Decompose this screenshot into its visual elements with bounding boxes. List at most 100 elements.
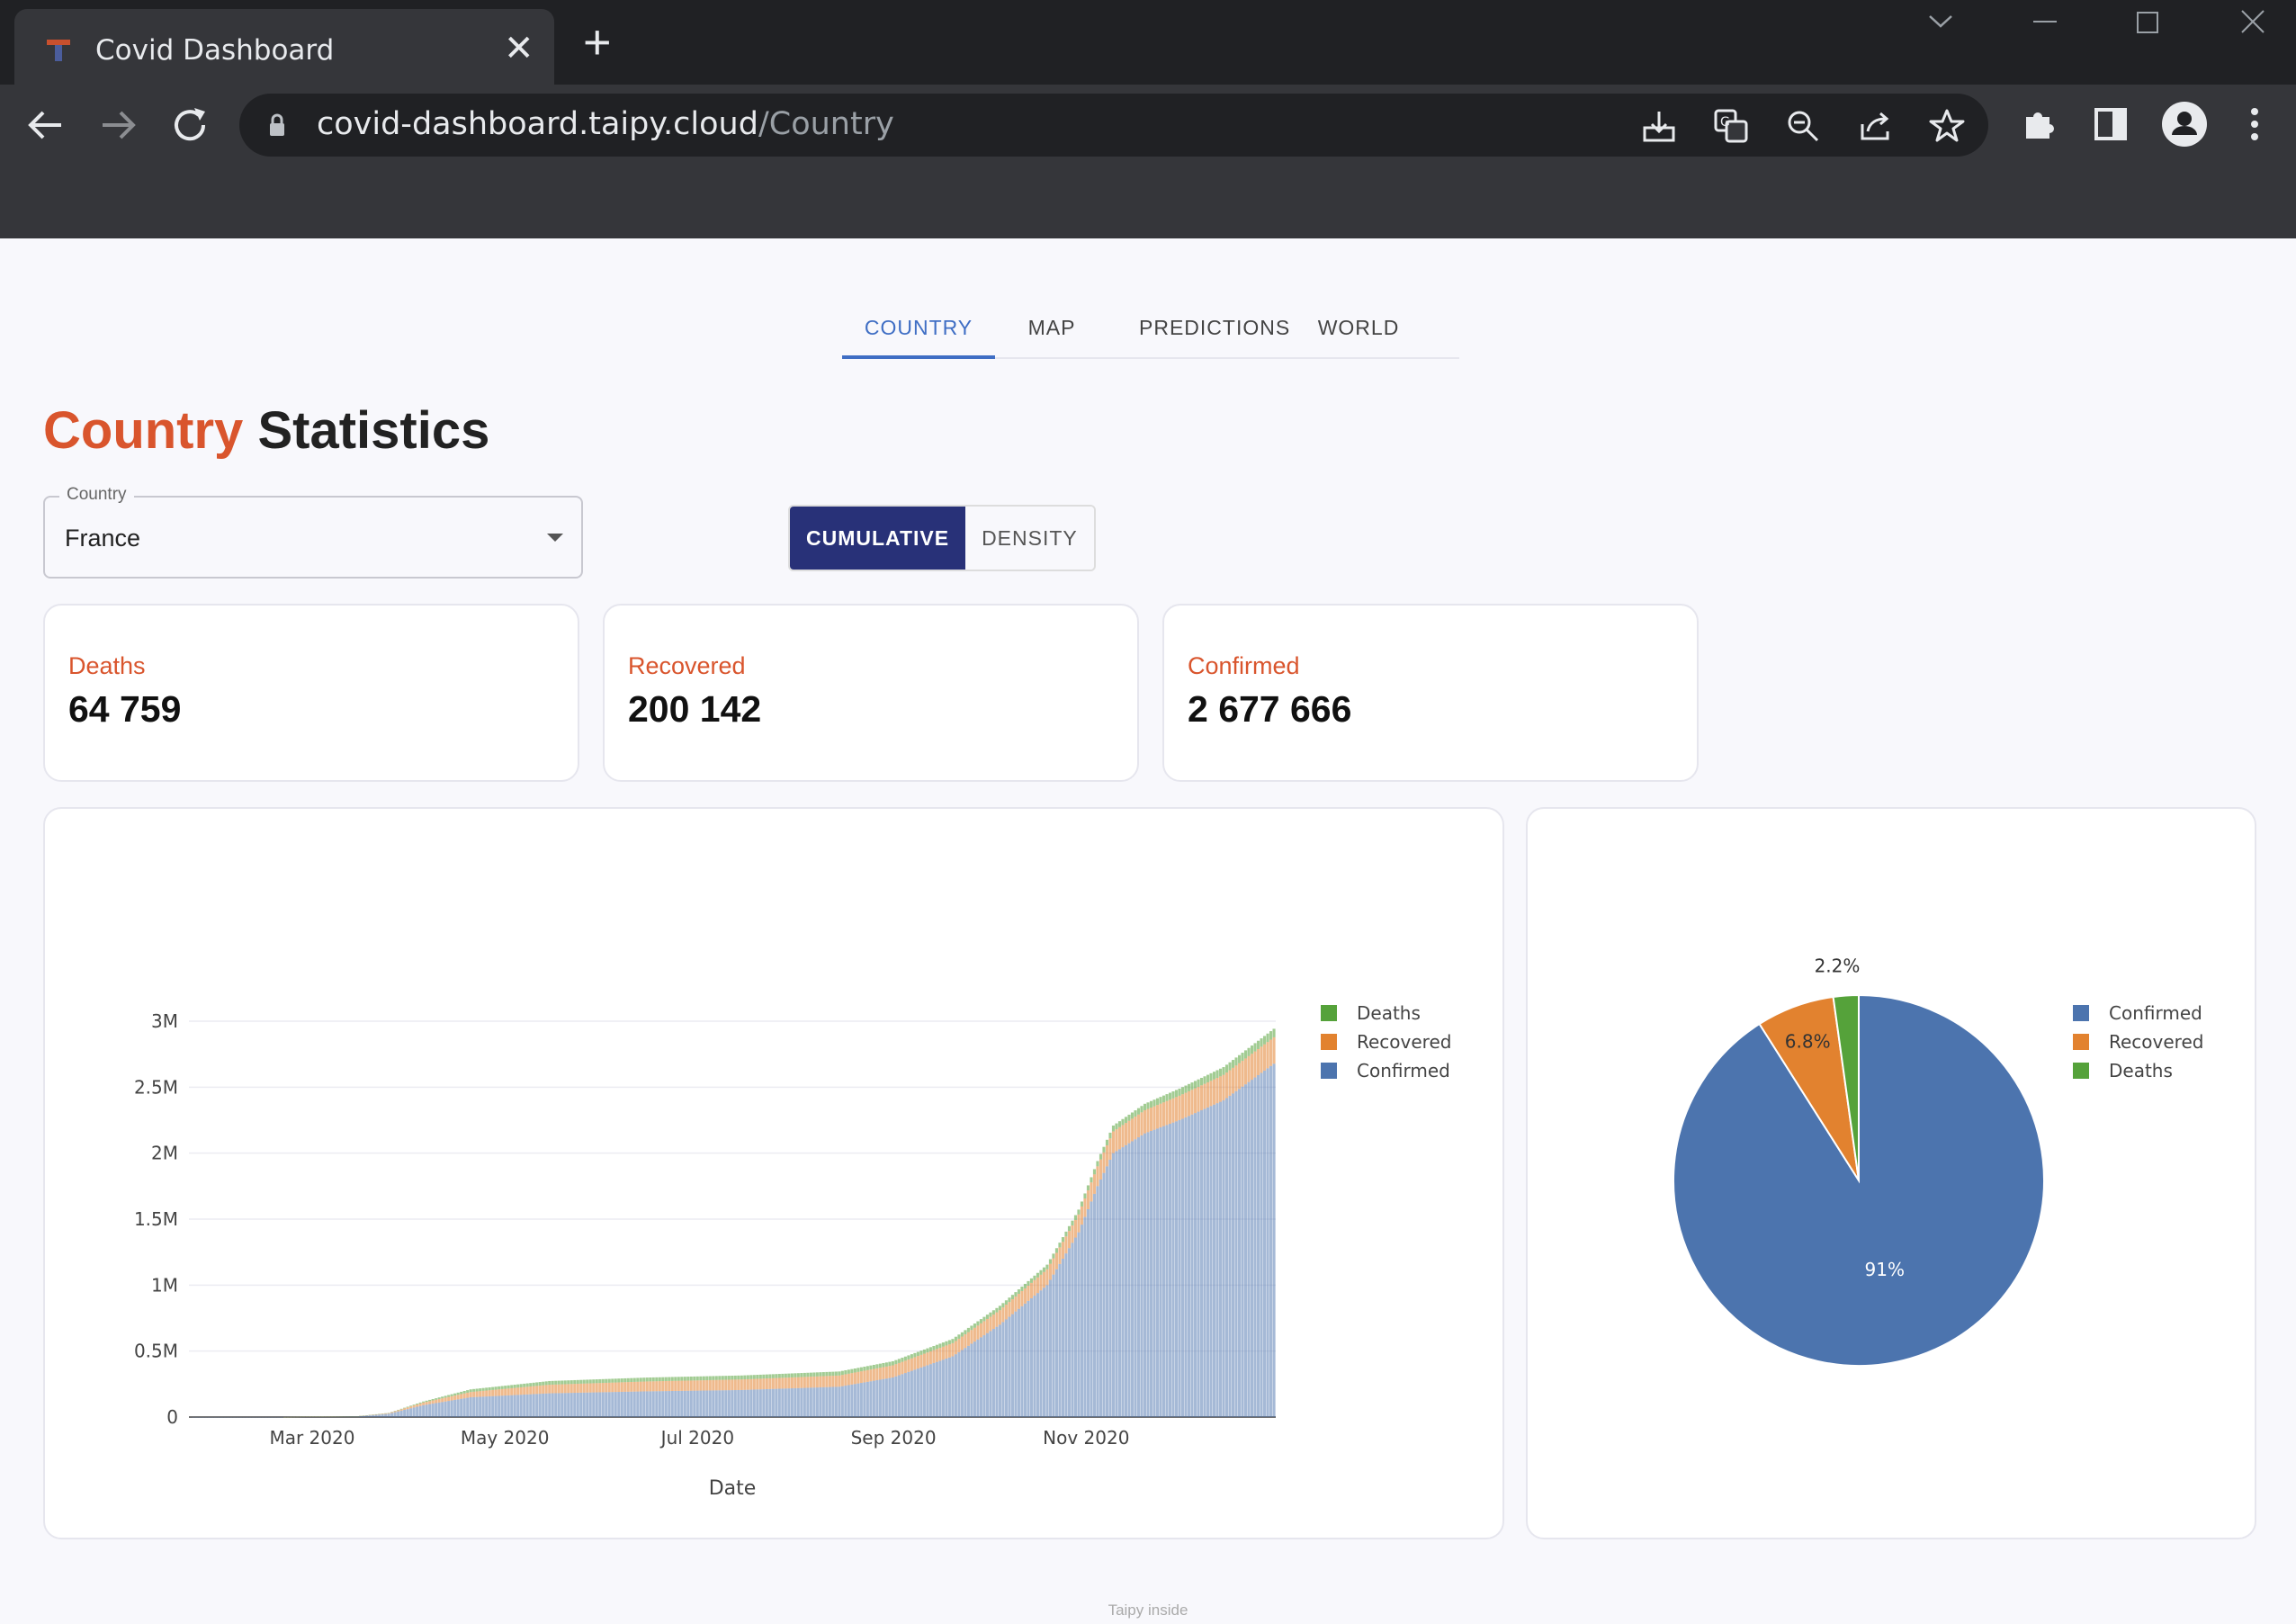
bar-recovered bbox=[844, 1374, 848, 1386]
bar-deaths bbox=[510, 1385, 514, 1388]
bar-confirmed bbox=[970, 1343, 973, 1417]
bar-deaths bbox=[403, 1407, 407, 1409]
tab-search-icon[interactable] bbox=[1927, 13, 1954, 31]
tab-country[interactable]: COUNTRY bbox=[842, 296, 995, 359]
bar-recovered bbox=[1042, 1271, 1045, 1288]
bar-recovered bbox=[601, 1383, 605, 1393]
toggle-cumulative[interactable]: CUMULATIVE bbox=[790, 507, 966, 570]
toggle-density[interactable]: DENSITY bbox=[965, 507, 1094, 570]
bar-confirmed bbox=[500, 1395, 504, 1417]
bar-confirmed bbox=[705, 1390, 709, 1417]
bar-confirmed bbox=[1058, 1263, 1062, 1417]
zoom-icon[interactable] bbox=[1785, 108, 1821, 144]
share-icon[interactable] bbox=[1857, 108, 1893, 144]
bar-recovered bbox=[1197, 1086, 1200, 1112]
maximize-icon[interactable] bbox=[2136, 11, 2159, 34]
bar-recovered bbox=[1146, 1108, 1150, 1133]
bar-recovered bbox=[784, 1377, 787, 1389]
bar-deaths bbox=[834, 1371, 838, 1376]
bookmark-star-icon[interactable] bbox=[1929, 108, 1965, 144]
bar-recovered bbox=[1134, 1117, 1137, 1140]
menu-kebab-icon[interactable] bbox=[2235, 104, 2274, 144]
bar-confirmed bbox=[768, 1388, 772, 1417]
back-icon[interactable] bbox=[23, 103, 68, 148]
bar-recovered bbox=[626, 1382, 630, 1392]
bar-confirmed bbox=[966, 1345, 970, 1417]
bar-recovered bbox=[542, 1385, 545, 1394]
bar-deaths bbox=[693, 1376, 696, 1381]
bar-recovered bbox=[393, 1411, 397, 1413]
stacked-bar-chart[interactable]: 0 0.5M 1M 1.5M 2M 2.5M 3M Mar 2020 May 2020 Jul 2… bbox=[45, 809, 1502, 1538]
bar-recovered bbox=[403, 1408, 407, 1410]
close-tab-icon[interactable]: ✕ bbox=[504, 29, 534, 68]
stat-value: 64 759 bbox=[68, 688, 182, 730]
bar-deaths bbox=[535, 1382, 539, 1386]
bar-confirmed bbox=[743, 1389, 747, 1417]
bar-confirmed bbox=[649, 1391, 652, 1417]
bar-recovered bbox=[1159, 1103, 1162, 1127]
translate-icon[interactable]: G bbox=[1713, 108, 1749, 144]
bar-confirmed bbox=[1127, 1143, 1131, 1417]
bar-recovered bbox=[875, 1368, 879, 1381]
bar-deaths bbox=[821, 1372, 825, 1377]
bar-confirmed bbox=[498, 1395, 501, 1417]
minimize-icon[interactable] bbox=[2031, 13, 2058, 31]
bar-confirmed bbox=[781, 1388, 785, 1417]
close-window-icon[interactable] bbox=[2240, 9, 2265, 34]
bar-recovered bbox=[1052, 1258, 1055, 1275]
bar-confirmed bbox=[365, 1415, 369, 1417]
bar-confirmed bbox=[1178, 1120, 1181, 1417]
bar-deaths bbox=[1206, 1074, 1210, 1082]
bar-confirmed bbox=[481, 1396, 485, 1417]
bar-confirmed bbox=[979, 1337, 982, 1417]
tab-world[interactable]: WORLD bbox=[1317, 316, 1400, 339]
bar-confirmed bbox=[353, 1416, 356, 1417]
country-select[interactable]: Country France bbox=[43, 485, 583, 579]
bar-deaths bbox=[538, 1382, 542, 1386]
bar-recovered bbox=[991, 1314, 995, 1330]
bar-deaths bbox=[699, 1376, 703, 1381]
bar-recovered bbox=[740, 1379, 743, 1390]
pie-chart[interactable]: 91% 6.8% 2.2% Confirmed Recovered Deaths bbox=[1528, 809, 2255, 1538]
bar-recovered bbox=[1155, 1105, 1160, 1129]
bar-recovered bbox=[708, 1379, 712, 1391]
bar-recovered bbox=[695, 1380, 699, 1391]
bar-confirmed bbox=[869, 1381, 873, 1417]
bar-recovered bbox=[658, 1381, 661, 1392]
side-panel-icon[interactable] bbox=[2091, 104, 2130, 144]
reload-icon[interactable] bbox=[167, 103, 212, 148]
bar-confirmed bbox=[809, 1387, 812, 1417]
bar-recovered bbox=[746, 1378, 749, 1390]
bar-confirmed bbox=[412, 1407, 416, 1417]
bar-recovered bbox=[1143, 1110, 1147, 1134]
bar-recovered bbox=[1121, 1125, 1125, 1148]
browser-tab[interactable]: Covid Dashboard ✕ bbox=[14, 9, 554, 85]
lock-icon[interactable] bbox=[268, 113, 286, 137]
bar-deaths bbox=[875, 1364, 879, 1368]
tab-map[interactable]: MAP bbox=[1027, 316, 1076, 339]
bar-confirmed bbox=[775, 1388, 778, 1417]
bar-recovered bbox=[674, 1380, 677, 1391]
legend-swatch-deaths bbox=[2073, 1063, 2089, 1079]
bar-confirmed bbox=[1092, 1193, 1097, 1417]
bar-deaths bbox=[1039, 1270, 1043, 1275]
tab-predictions[interactable]: PREDICTIONS bbox=[1139, 316, 1291, 339]
bar-confirmed bbox=[462, 1398, 466, 1417]
bar-deaths bbox=[630, 1377, 633, 1382]
url-text[interactable]: covid-dashboard.taipy.cloud/Country bbox=[317, 106, 894, 142]
bar-deaths bbox=[428, 1399, 432, 1402]
forward-icon[interactable] bbox=[95, 103, 140, 148]
bar-deaths bbox=[938, 1343, 942, 1349]
profile-avatar-icon[interactable] bbox=[2161, 101, 2208, 148]
install-app-icon[interactable] bbox=[1641, 108, 1677, 144]
bar-deaths bbox=[658, 1377, 661, 1382]
bar-recovered bbox=[947, 1344, 951, 1358]
address-bar[interactable]: covid-dashboard.taipy.cloud/Country G bbox=[239, 94, 1988, 157]
dropdown-caret-icon[interactable] bbox=[547, 534, 563, 542]
extensions-icon[interactable] bbox=[2019, 104, 2058, 144]
bar-deaths bbox=[1168, 1092, 1172, 1100]
bar-recovered bbox=[1256, 1048, 1260, 1076]
bar-deaths bbox=[1165, 1094, 1169, 1101]
bar-deaths bbox=[1140, 1106, 1144, 1113]
new-tab-icon[interactable]: + bbox=[583, 15, 612, 69]
